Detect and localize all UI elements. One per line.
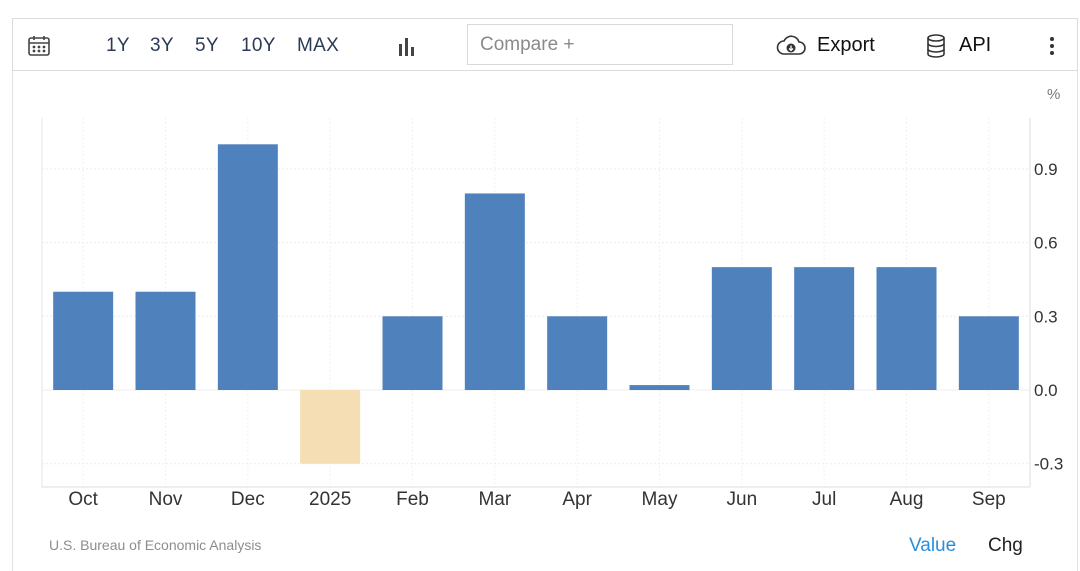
chart-toolbar: 1Y 3Y 5Y 10Y MAX Compare + Export — [12, 18, 1078, 71]
range-max-button[interactable]: MAX — [297, 34, 340, 56]
source-label: U.S. Bureau of Economic Analysis — [49, 537, 262, 553]
api-label: API — [959, 34, 992, 56]
calendar-icon[interactable] — [27, 19, 51, 72]
range-1y-button[interactable]: 1Y — [106, 34, 130, 56]
unit-label: % — [1047, 86, 1061, 103]
bar-chart-icon[interactable] — [397, 19, 417, 72]
compare-input[interactable]: Compare + — [467, 24, 733, 65]
api-button[interactable]: API — [925, 19, 991, 72]
export-label: Export — [817, 34, 875, 56]
chart-frame — [12, 18, 1078, 571]
database-icon — [925, 33, 947, 59]
export-button[interactable]: Export — [775, 19, 875, 72]
range-5y-button[interactable]: 5Y — [195, 34, 219, 56]
cloud-download-icon — [775, 34, 807, 58]
value-tab[interactable]: Value — [909, 535, 957, 556]
chg-tab[interactable]: Chg — [988, 535, 1023, 556]
range-3y-button[interactable]: 3Y — [150, 34, 174, 56]
more-vertical-icon[interactable] — [1049, 19, 1055, 72]
range-10y-button[interactable]: 10Y — [241, 34, 276, 56]
